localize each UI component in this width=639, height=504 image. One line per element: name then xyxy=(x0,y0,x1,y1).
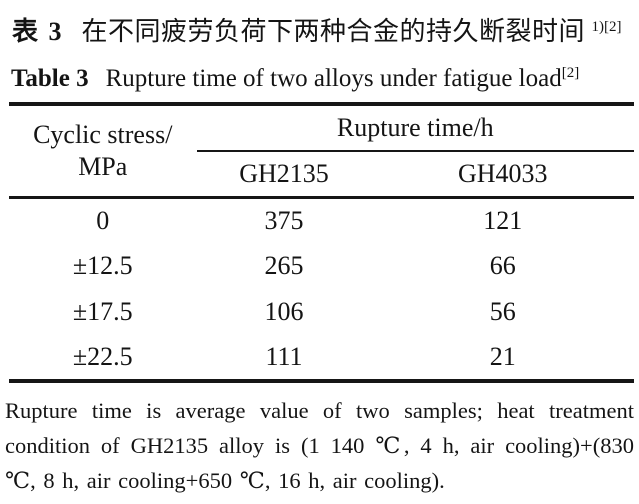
table-row: ±12.5 265 66 xyxy=(9,243,634,289)
table-caption-english: Table 3 Rupture time of two alloys under … xyxy=(11,57,639,95)
rupture-time-table: Cyclic stress/ MPa Rupture time/h GH2135… xyxy=(9,102,634,383)
table-body: 0 375 121 ±12.5 265 66 ±17.5 106 56 ±22.… xyxy=(9,197,634,381)
table-row: ±17.5 106 56 xyxy=(9,289,634,335)
column-header-cyclic-stress-line2: MPa xyxy=(78,151,128,181)
cell-stress: ±22.5 xyxy=(72,342,133,371)
table-header: Cyclic stress/ MPa Rupture time/h GH2135… xyxy=(9,104,634,199)
cell-stress: 0 xyxy=(96,205,110,235)
table-row: 0 375 121 xyxy=(9,197,634,243)
footnote-line: ℃, 8 h, air cooling+650 ℃, 16 h, air coo… xyxy=(5,468,445,493)
footnote-citation-marker-zh: 1)[2] xyxy=(591,19,622,35)
table-row: ±22.5 111 21 xyxy=(9,335,634,381)
cell-gh2135: 111 xyxy=(265,342,303,371)
cell-gh4033: 121 xyxy=(483,205,523,235)
column-header-cyclic-stress-line1: Cyclic stress/ xyxy=(33,119,173,149)
table-number-zh: 表 3 xyxy=(12,17,64,46)
cell-gh2135: 265 xyxy=(264,251,304,280)
column-header-gh2135: GH2135 xyxy=(196,150,372,199)
table-caption-zh-text: 在不同疲劳负荷下两种合金的持久断裂时间 xyxy=(81,17,586,46)
column-header-cyclic-stress: Cyclic stress/ MPa xyxy=(9,104,197,199)
table-header-row-top: Cyclic stress/ MPa Rupture time/h xyxy=(9,104,634,199)
table-caption-en-text: Rupture time of two alloys under fatigue… xyxy=(105,65,562,92)
table-number-en: Table 3 xyxy=(11,65,89,92)
table-footnote: Rupture time is average value of two sam… xyxy=(5,393,634,498)
cell-gh2135: 106 xyxy=(264,297,304,326)
table-header-row-sub: GH2135 GH4033 xyxy=(9,150,634,199)
footnote-line: condition of GH2135 alloy is (1 140 ℃, 4… xyxy=(5,433,634,458)
table-caption-chinese: 表 3 在不同疲劳负荷下两种合金的持久断裂时间 1)[2] xyxy=(12,10,639,49)
cell-stress: ±17.5 xyxy=(72,297,133,326)
cell-gh4033: 56 xyxy=(489,297,516,326)
footnote-line: Rupture time is average value of two sam… xyxy=(5,398,634,423)
cell-stress: ±12.5 xyxy=(72,251,133,280)
cell-gh2135: 375 xyxy=(264,205,304,235)
cell-gh4033: 66 xyxy=(489,251,516,280)
column-header-gh4033: GH4033 xyxy=(371,150,634,199)
column-group-header-rupture-time: Rupture time/h xyxy=(196,104,634,152)
cell-gh4033: 21 xyxy=(489,342,516,371)
citation-marker-en: [2] xyxy=(561,65,580,81)
